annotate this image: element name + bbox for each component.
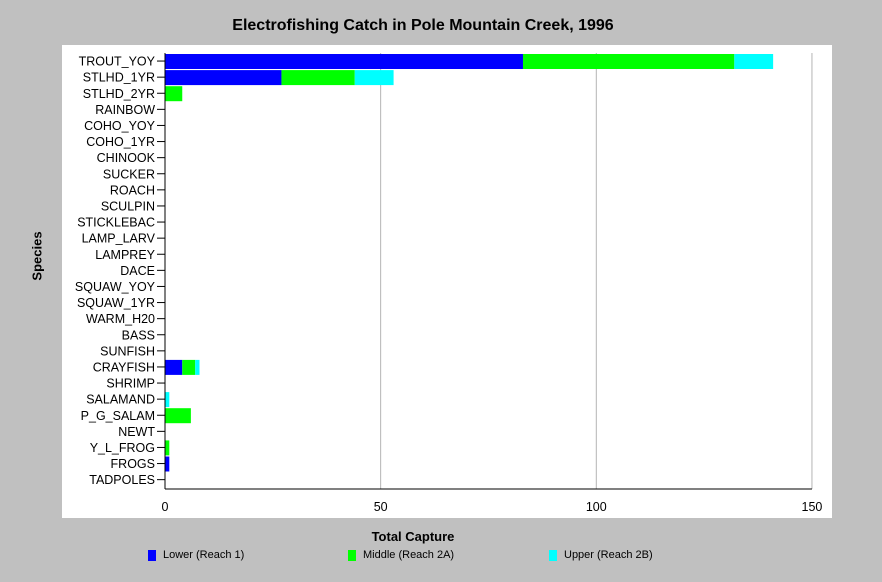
legend-swatch-lower (148, 549, 156, 561)
category-label: STICKLEBAC (77, 216, 155, 230)
x-tick-label: 50 (374, 500, 388, 514)
bar-segment (165, 440, 170, 456)
legend-item-lower: Lower (Reach 1) (148, 548, 244, 562)
category-labels: TROUT_YOY STLHD_1YR STLHD_2YR RAINBOW COHO_Y… (75, 55, 156, 488)
bars (165, 54, 774, 472)
bar-segment (165, 456, 170, 472)
category-label: RAINBOW (95, 103, 155, 117)
category-label: ROACH (110, 183, 155, 197)
category-label: LAMP_LARV (82, 232, 156, 246)
category-label: SCULPIN (101, 199, 155, 213)
category-label: WARM_H20 (86, 312, 155, 326)
category-label: CRAYFISH (93, 360, 155, 374)
bar-segment (165, 408, 191, 424)
bar-segment (734, 54, 774, 69)
legend-swatch-upper (549, 549, 557, 561)
legend-swatch-middle (348, 549, 356, 561)
bar-segment (165, 392, 170, 408)
category-label: P_G_SALAM (81, 409, 155, 423)
category-label: NEWT (118, 425, 155, 439)
bar-segment (522, 54, 735, 69)
category-label: STLHD_1YR (83, 71, 155, 85)
bar-segment (165, 359, 183, 375)
category-label: SUNFISH (100, 344, 155, 358)
legend-label-upper: Upper (Reach 2B) (564, 549, 653, 561)
category-label: COHO_1YR (86, 135, 155, 149)
tick-labels: 0 50 100 150 (162, 500, 823, 514)
category-label: TROUT_YOY (79, 55, 156, 69)
category-label: FROGS (111, 457, 155, 471)
legend-item-upper: Upper (Reach 2B) (549, 548, 653, 562)
x-tick-label: 0 (162, 500, 169, 514)
category-label: CHINOOK (97, 151, 156, 165)
x-tick-label: 100 (586, 500, 607, 514)
category-label: SUCKER (103, 167, 155, 181)
category-label: LAMPREY (95, 248, 155, 262)
gridlines (380, 53, 813, 489)
category-label: COHO_YOY (84, 119, 156, 133)
bar-segment (165, 54, 523, 69)
category-label: SQUAW_1YR (77, 296, 155, 310)
plot-area (62, 45, 832, 518)
chart-title: Electrofishing Catch in Pole Mountain Cr… (232, 17, 614, 34)
bar-segment (165, 86, 183, 102)
category-label: TADPOLES (89, 473, 155, 487)
category-label: SQUAW_YOY (75, 280, 156, 294)
legend-label-middle: Middle (Reach 2A) (363, 549, 455, 561)
legend-label-lower: Lower (Reach 1) (163, 549, 245, 561)
bar-segment (182, 359, 196, 375)
category-label: DACE (120, 264, 155, 278)
bar-segment (281, 70, 355, 86)
x-tick-label: 150 (802, 500, 823, 514)
axes (157, 53, 812, 490)
category-label: Y_L_FROG (90, 441, 155, 455)
bar-segment (354, 70, 394, 86)
bar-segment (195, 359, 200, 375)
legend-item-middle: Middle (Reach 2A) (348, 548, 454, 562)
category-label: BASS (122, 328, 155, 342)
category-label: SALAMAND (86, 393, 155, 407)
bar-segment (165, 70, 282, 86)
category-label: SHRIMP (106, 377, 155, 391)
category-label: STLHD_2YR (83, 87, 155, 101)
x-axis-label: Total Capture (371, 529, 455, 544)
